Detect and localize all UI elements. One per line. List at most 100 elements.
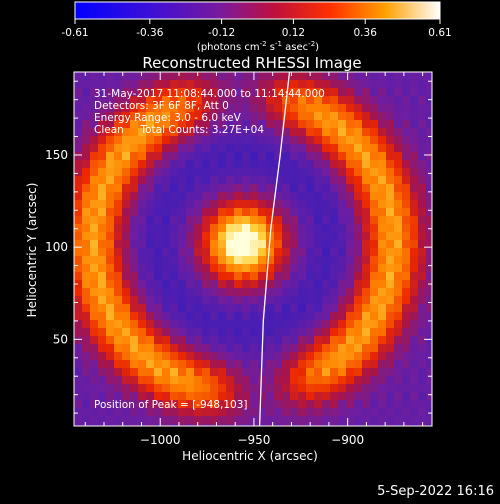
heatmap-pixel <box>90 280 98 288</box>
heatmap-pixel <box>298 264 306 272</box>
heatmap-pixel <box>250 144 258 152</box>
heatmap-pixel <box>314 72 322 80</box>
heatmap-pixel <box>290 352 298 360</box>
heatmap-pixel <box>322 296 330 304</box>
heatmap-pixel <box>106 144 114 152</box>
heatmap-pixel <box>170 128 178 136</box>
heatmap-pixel <box>378 400 386 408</box>
heatmap-pixel <box>394 352 402 360</box>
heatmap-pixel <box>122 112 130 120</box>
heatmap-pixel <box>98 216 106 224</box>
heatmap-pixel <box>426 72 432 80</box>
heatmap-pixel <box>146 96 154 104</box>
heatmap-pixel <box>162 200 170 208</box>
heatmap-pixel <box>386 360 394 368</box>
heatmap-pixel <box>354 208 362 216</box>
peak-position-label: Position of Peak = [-948,103] <box>94 399 248 411</box>
heatmap-pixel <box>290 240 298 248</box>
heatmap-pixel <box>154 136 162 144</box>
heatmap-pixel <box>170 392 178 400</box>
heatmap-pixel <box>162 192 170 200</box>
heatmap-pixel <box>386 120 394 128</box>
heatmap-pixel <box>98 328 106 336</box>
heatmap-pixel <box>354 424 362 426</box>
heatmap-pixel <box>74 176 82 184</box>
heatmap-pixel <box>370 232 378 240</box>
heatmap-pixel <box>186 424 194 426</box>
heatmap-pixel <box>98 344 106 352</box>
heatmap-pixel <box>146 136 154 144</box>
heatmap-pixel <box>130 184 138 192</box>
heatmap-pixel <box>154 400 162 408</box>
heatmap-pixel <box>146 256 154 264</box>
heatmap-pixel <box>330 408 338 416</box>
heatmap-pixel <box>314 224 322 232</box>
heatmap-pixel <box>194 224 202 232</box>
heatmap-pixel <box>330 200 338 208</box>
heatmap-pixel <box>282 120 290 128</box>
heatmap-pixel <box>362 216 370 224</box>
heatmap-pixel <box>330 112 338 120</box>
heatmap-pixel <box>290 272 298 280</box>
heatmap-pixel <box>394 104 402 112</box>
heatmap-pixel <box>426 392 432 400</box>
heatmap-pixel <box>426 264 432 272</box>
heatmap-pixel <box>250 400 258 408</box>
heatmap-pixel <box>210 200 218 208</box>
heatmap-pixel <box>306 184 314 192</box>
heatmap-pixel <box>90 160 98 168</box>
heatmap-pixel <box>210 408 218 416</box>
heatmap-pixel <box>202 128 210 136</box>
heatmap-pixel <box>202 280 210 288</box>
heatmap-pixel <box>106 248 114 256</box>
heatmap-pixel <box>74 304 82 312</box>
heatmap-pixel <box>138 280 146 288</box>
heatmap-pixel <box>370 184 378 192</box>
heatmap-pixel <box>290 152 298 160</box>
heatmap-pixel <box>234 184 242 192</box>
heatmap-pixel <box>82 296 90 304</box>
heatmap-pixel <box>274 176 282 184</box>
heatmap-pixel <box>234 352 242 360</box>
heatmap-pixel <box>306 312 314 320</box>
heatmap-pixel <box>210 336 218 344</box>
heatmap-pixel <box>394 152 402 160</box>
heatmap-pixel <box>418 280 426 288</box>
heatmap-pixel <box>90 144 98 152</box>
heatmap-pixel <box>210 304 218 312</box>
heatmap-pixel <box>210 72 218 80</box>
heatmap-pixel <box>74 320 82 328</box>
heatmap-pixel <box>274 112 282 120</box>
heatmap-pixel <box>170 320 178 328</box>
heatmap-pixel <box>314 368 322 376</box>
heatmap-pixel <box>394 336 402 344</box>
heatmap-pixel <box>122 376 130 384</box>
heatmap-pixel <box>290 248 298 256</box>
heatmap-pixel <box>330 248 338 256</box>
heatmap-pixel <box>194 152 202 160</box>
heatmap-pixel <box>130 320 138 328</box>
heatmap-pixel <box>282 400 290 408</box>
heatmap-pixel <box>282 192 290 200</box>
heatmap-pixel <box>290 288 298 296</box>
heatmap-pixel <box>290 400 298 408</box>
heatmap-pixel <box>114 424 122 426</box>
heatmap-pixel <box>346 216 354 224</box>
heatmap-pixel <box>426 328 432 336</box>
heatmap-pixel <box>122 72 130 80</box>
heatmap-pixel <box>250 256 258 264</box>
heatmap-pixel <box>82 272 90 280</box>
heatmap-pixel <box>426 128 432 136</box>
heatmap-pixel <box>306 168 314 176</box>
heatmap-pixel <box>90 296 98 304</box>
heatmap-pixel <box>122 368 130 376</box>
heatmap-pixel <box>274 128 282 136</box>
colorbar-tick-label: -0.36 <box>136 27 163 39</box>
heatmap-pixel <box>418 160 426 168</box>
heatmap-pixel <box>250 176 258 184</box>
heatmap-pixel <box>234 336 242 344</box>
heatmap-pixel <box>338 168 346 176</box>
heatmap-pixel <box>226 408 234 416</box>
heatmap-pixel <box>354 104 362 112</box>
heatmap-pixel <box>74 232 82 240</box>
